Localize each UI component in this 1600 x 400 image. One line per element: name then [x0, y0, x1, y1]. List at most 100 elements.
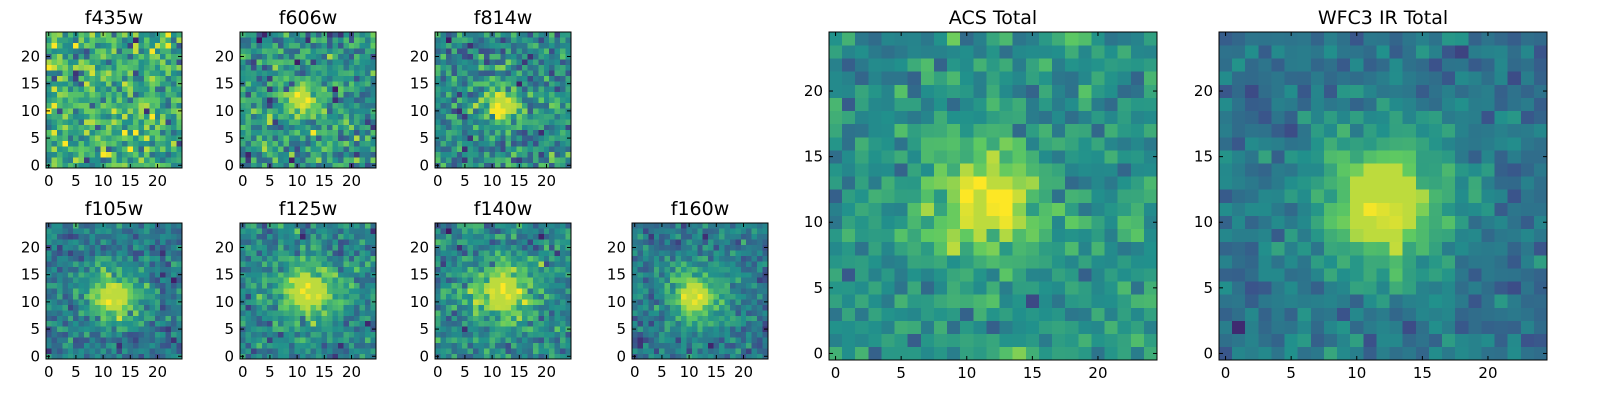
pixel-cell [133, 102, 139, 109]
pixel-cell [354, 277, 360, 284]
pixel-cell [653, 271, 660, 278]
pixel-cell [757, 250, 763, 256]
pixel-cell [359, 250, 366, 256]
pixel-cell [735, 277, 742, 284]
pixel-cell [116, 315, 123, 322]
pixel-cell [359, 244, 366, 251]
x-tick-label: 20 [537, 363, 556, 381]
pixel-cell [829, 294, 843, 308]
pixel-cell [310, 244, 317, 251]
pixel-cell [960, 228, 974, 243]
pixel-cell [327, 113, 333, 120]
pixel-cell [1130, 189, 1145, 203]
pixel-cell [278, 320, 284, 327]
pixel-cell [288, 337, 295, 343]
pixel-cell [160, 113, 166, 120]
pixel-cell [653, 353, 660, 360]
pixel-cell [1025, 215, 1040, 230]
pixel-cell [440, 140, 447, 147]
pixel-cell [316, 288, 322, 295]
pixel-cell [494, 282, 501, 289]
pixel-cell [149, 310, 156, 316]
pixel-cell [947, 307, 961, 321]
pixel-cell [46, 37, 52, 44]
pixel-cell [327, 42, 333, 49]
pixel-cell [489, 48, 496, 55]
pixel-cell [467, 32, 474, 38]
pixel-cell [478, 151, 485, 158]
pixel-cell [543, 102, 550, 109]
pixel-cell [67, 266, 74, 273]
pixel-cell [440, 151, 447, 158]
pixel-cell [868, 320, 882, 335]
pixel-cell [84, 233, 90, 240]
pixel-cell [365, 342, 371, 349]
pixel-cell [272, 91, 279, 98]
pixel-cell [245, 293, 252, 300]
pixel-cell [171, 37, 177, 44]
pixel-cell [365, 266, 371, 273]
pixel-cell [842, 163, 856, 177]
pixel-cell [84, 331, 90, 338]
pixel-cell [305, 255, 312, 262]
pixel-cell [522, 113, 528, 120]
pixel-cell [127, 304, 134, 311]
pixel-cell [1065, 163, 1079, 177]
pixel-cell [467, 266, 474, 273]
pixel-cell [73, 48, 79, 55]
pixel-cell [724, 348, 731, 354]
pixel-cell [1012, 176, 1027, 190]
pixel-cell [316, 348, 322, 354]
x-tick-label: 5 [265, 172, 275, 190]
pixel-cell [549, 353, 555, 360]
pixel-cell [365, 277, 371, 284]
pixel-cell [283, 320, 290, 327]
pixel-cell [78, 288, 85, 295]
pixel-cell [67, 331, 74, 338]
pixel-cell [1104, 268, 1118, 282]
pixel-cell [456, 266, 463, 273]
pixel-cell [527, 277, 534, 284]
pixel-cell [462, 129, 468, 136]
pixel-cell [708, 315, 714, 322]
pixel-cell [67, 239, 74, 246]
pixel-cell [89, 140, 96, 147]
pixel-cell [78, 293, 85, 300]
pixel-cell [1104, 346, 1118, 361]
pixel-cell [478, 277, 485, 284]
pixel-cell [337, 135, 344, 142]
pixel-cell [719, 223, 725, 229]
pixel-cell [933, 163, 948, 177]
pixel-cell [532, 140, 539, 147]
pixel-cell [78, 310, 85, 316]
pixel-cell [111, 255, 118, 262]
pixel-cell [680, 342, 687, 349]
pixel-cell [456, 48, 463, 55]
pixel-cell [56, 48, 63, 55]
pixel-cell [127, 348, 134, 354]
pixel-cell [920, 176, 935, 190]
pixel-cell [250, 271, 257, 278]
pixel-cell [310, 310, 317, 316]
pixel-cell [46, 75, 52, 82]
pixel-cell [94, 86, 101, 93]
pixel-cell [527, 261, 534, 267]
pixel-cell [56, 250, 63, 256]
pixel-cell [343, 320, 350, 327]
pixel-cell [724, 342, 731, 349]
pixel-cell [445, 97, 452, 104]
pixel-cell [305, 119, 312, 125]
pixel-cell [762, 277, 769, 284]
pixel-cell [648, 255, 655, 262]
pixel-cell [1025, 163, 1040, 177]
pixel-cell [272, 124, 279, 131]
pixel-cell [489, 42, 496, 49]
pixel-cell [483, 129, 490, 136]
pixel-cell [473, 53, 479, 60]
pixel-cell [483, 48, 490, 55]
pixel-cell [348, 42, 355, 49]
pixel-cell [751, 282, 758, 289]
pixel-cell [478, 337, 485, 343]
pixel-cell [1052, 202, 1066, 216]
pixel-cell [659, 239, 665, 246]
